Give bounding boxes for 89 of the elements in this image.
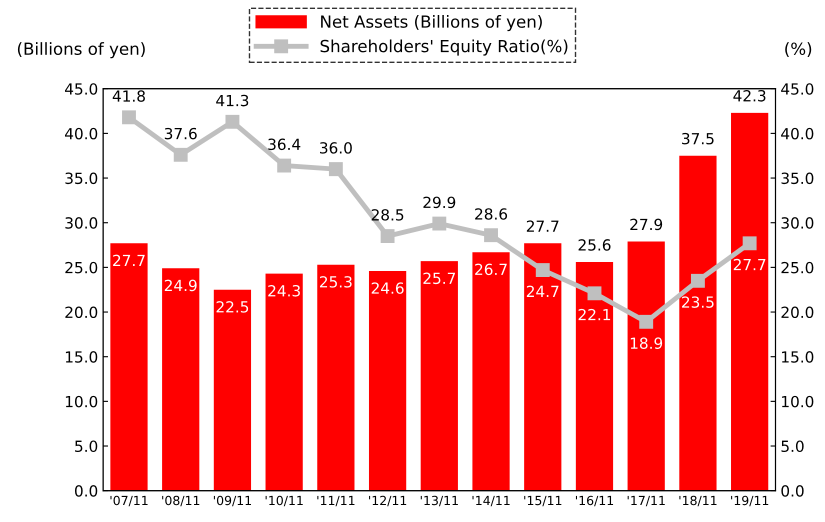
x-tick-label: '14/11 xyxy=(472,496,510,506)
data-label: 36.4 xyxy=(268,138,300,150)
data-label: 24.6 xyxy=(372,282,404,294)
x-tick-label: '11/11 xyxy=(317,496,354,506)
bar xyxy=(679,156,717,491)
point xyxy=(225,114,240,129)
data-label: 25.7 xyxy=(423,272,456,284)
bar xyxy=(731,112,768,491)
data-label: 23.5 xyxy=(682,296,714,308)
data-label: 27.9 xyxy=(630,218,662,230)
point xyxy=(536,263,550,278)
x-tick-label: '18/11 xyxy=(679,496,716,506)
y2-axis-title: (%) xyxy=(785,42,812,58)
y-tick-label: 5.0 xyxy=(75,440,98,452)
x-tick-label: '07/11 xyxy=(110,496,148,506)
data-label: 18.9 xyxy=(630,337,662,349)
y-tick-label: 40.0 xyxy=(64,128,98,140)
y-tick-label: 10.0 xyxy=(66,396,98,408)
y2-tick-label: 25.0 xyxy=(781,262,814,274)
bar xyxy=(628,241,665,491)
point xyxy=(742,236,757,250)
data-label: 42.3 xyxy=(733,90,766,102)
point xyxy=(432,216,446,231)
legend-label: Shareholders' Equity Ratio(%) xyxy=(320,39,568,56)
y2-tick-label: 30.0 xyxy=(782,217,814,229)
point xyxy=(174,148,188,162)
data-label: 25.3 xyxy=(320,276,352,288)
x-tick-label: '09/11 xyxy=(214,496,252,506)
bar xyxy=(214,290,252,491)
y2-tick-label: 15.0 xyxy=(782,351,814,363)
y-tick-label: 0.0 xyxy=(74,485,98,497)
bar xyxy=(472,252,510,491)
bar xyxy=(162,268,200,491)
x-tick-label: '13/11 xyxy=(420,496,458,506)
point xyxy=(380,229,395,244)
y2-tick-label: 40.0 xyxy=(781,128,814,140)
bar xyxy=(420,261,458,491)
data-label: 24.9 xyxy=(164,280,197,292)
y-tick-label: 20.0 xyxy=(65,306,98,318)
y-tick-label: 25.0 xyxy=(65,262,98,274)
y2-tick-label: 35.0 xyxy=(782,172,814,184)
point xyxy=(122,110,136,124)
x-tick-label: '08/11 xyxy=(162,496,200,506)
bar xyxy=(266,274,303,491)
data-label: 26.7 xyxy=(475,264,507,276)
y-tick-label: 45.0 xyxy=(64,83,98,95)
data-label: 25.6 xyxy=(578,239,611,251)
point xyxy=(588,286,602,300)
x-tick-label: '10/11 xyxy=(266,496,303,506)
data-label: 22.5 xyxy=(216,301,248,313)
bar xyxy=(524,243,562,491)
data-label: 37.5 xyxy=(682,132,714,144)
data-label: 28.6 xyxy=(475,208,508,220)
data-label: 29.9 xyxy=(423,196,456,208)
point xyxy=(639,314,654,329)
x-tick-label: '12/11 xyxy=(369,496,406,506)
data-label: 27.7 xyxy=(734,258,766,270)
legend-label: Net Assets (Billions of yen) xyxy=(321,15,542,32)
point xyxy=(277,158,292,172)
y-axis-title: (Billions of yen) xyxy=(18,42,145,58)
bar xyxy=(368,270,406,491)
data-label: 36.0 xyxy=(320,142,352,154)
data-label: 28.5 xyxy=(372,209,404,221)
data-label: 24.3 xyxy=(268,285,300,297)
y-tick-label: 15.0 xyxy=(66,351,98,363)
data-label: 41.3 xyxy=(216,94,248,106)
y2-tick-label: 45.0 xyxy=(781,83,814,95)
bar xyxy=(110,243,148,491)
y-tick-label: 30.0 xyxy=(65,217,98,229)
bar xyxy=(317,264,354,491)
point xyxy=(484,228,498,242)
y2-tick-label: 20.0 xyxy=(781,306,814,318)
data-label: 27.7 xyxy=(113,254,145,266)
point xyxy=(690,274,705,288)
x-tick-label: '15/11 xyxy=(524,496,562,506)
data-label: 27.7 xyxy=(526,220,558,232)
y2-tick-label: 5.0 xyxy=(782,440,804,452)
x-tick-label: '19/11 xyxy=(731,496,768,506)
y-tick-label: 35.0 xyxy=(65,172,98,184)
data-label: 22.1 xyxy=(578,308,610,320)
y2-tick-label: 10.0 xyxy=(782,396,814,408)
data-label: 37.6 xyxy=(164,128,197,140)
x-tick-label: '17/11 xyxy=(628,496,665,506)
data-label: 24.7 xyxy=(526,286,558,297)
x-tick-label: '16/11 xyxy=(576,496,614,506)
data-label: 41.8 xyxy=(112,90,145,102)
bar xyxy=(576,262,614,491)
point xyxy=(328,162,343,176)
y2-tick-label: 0.0 xyxy=(781,485,804,497)
